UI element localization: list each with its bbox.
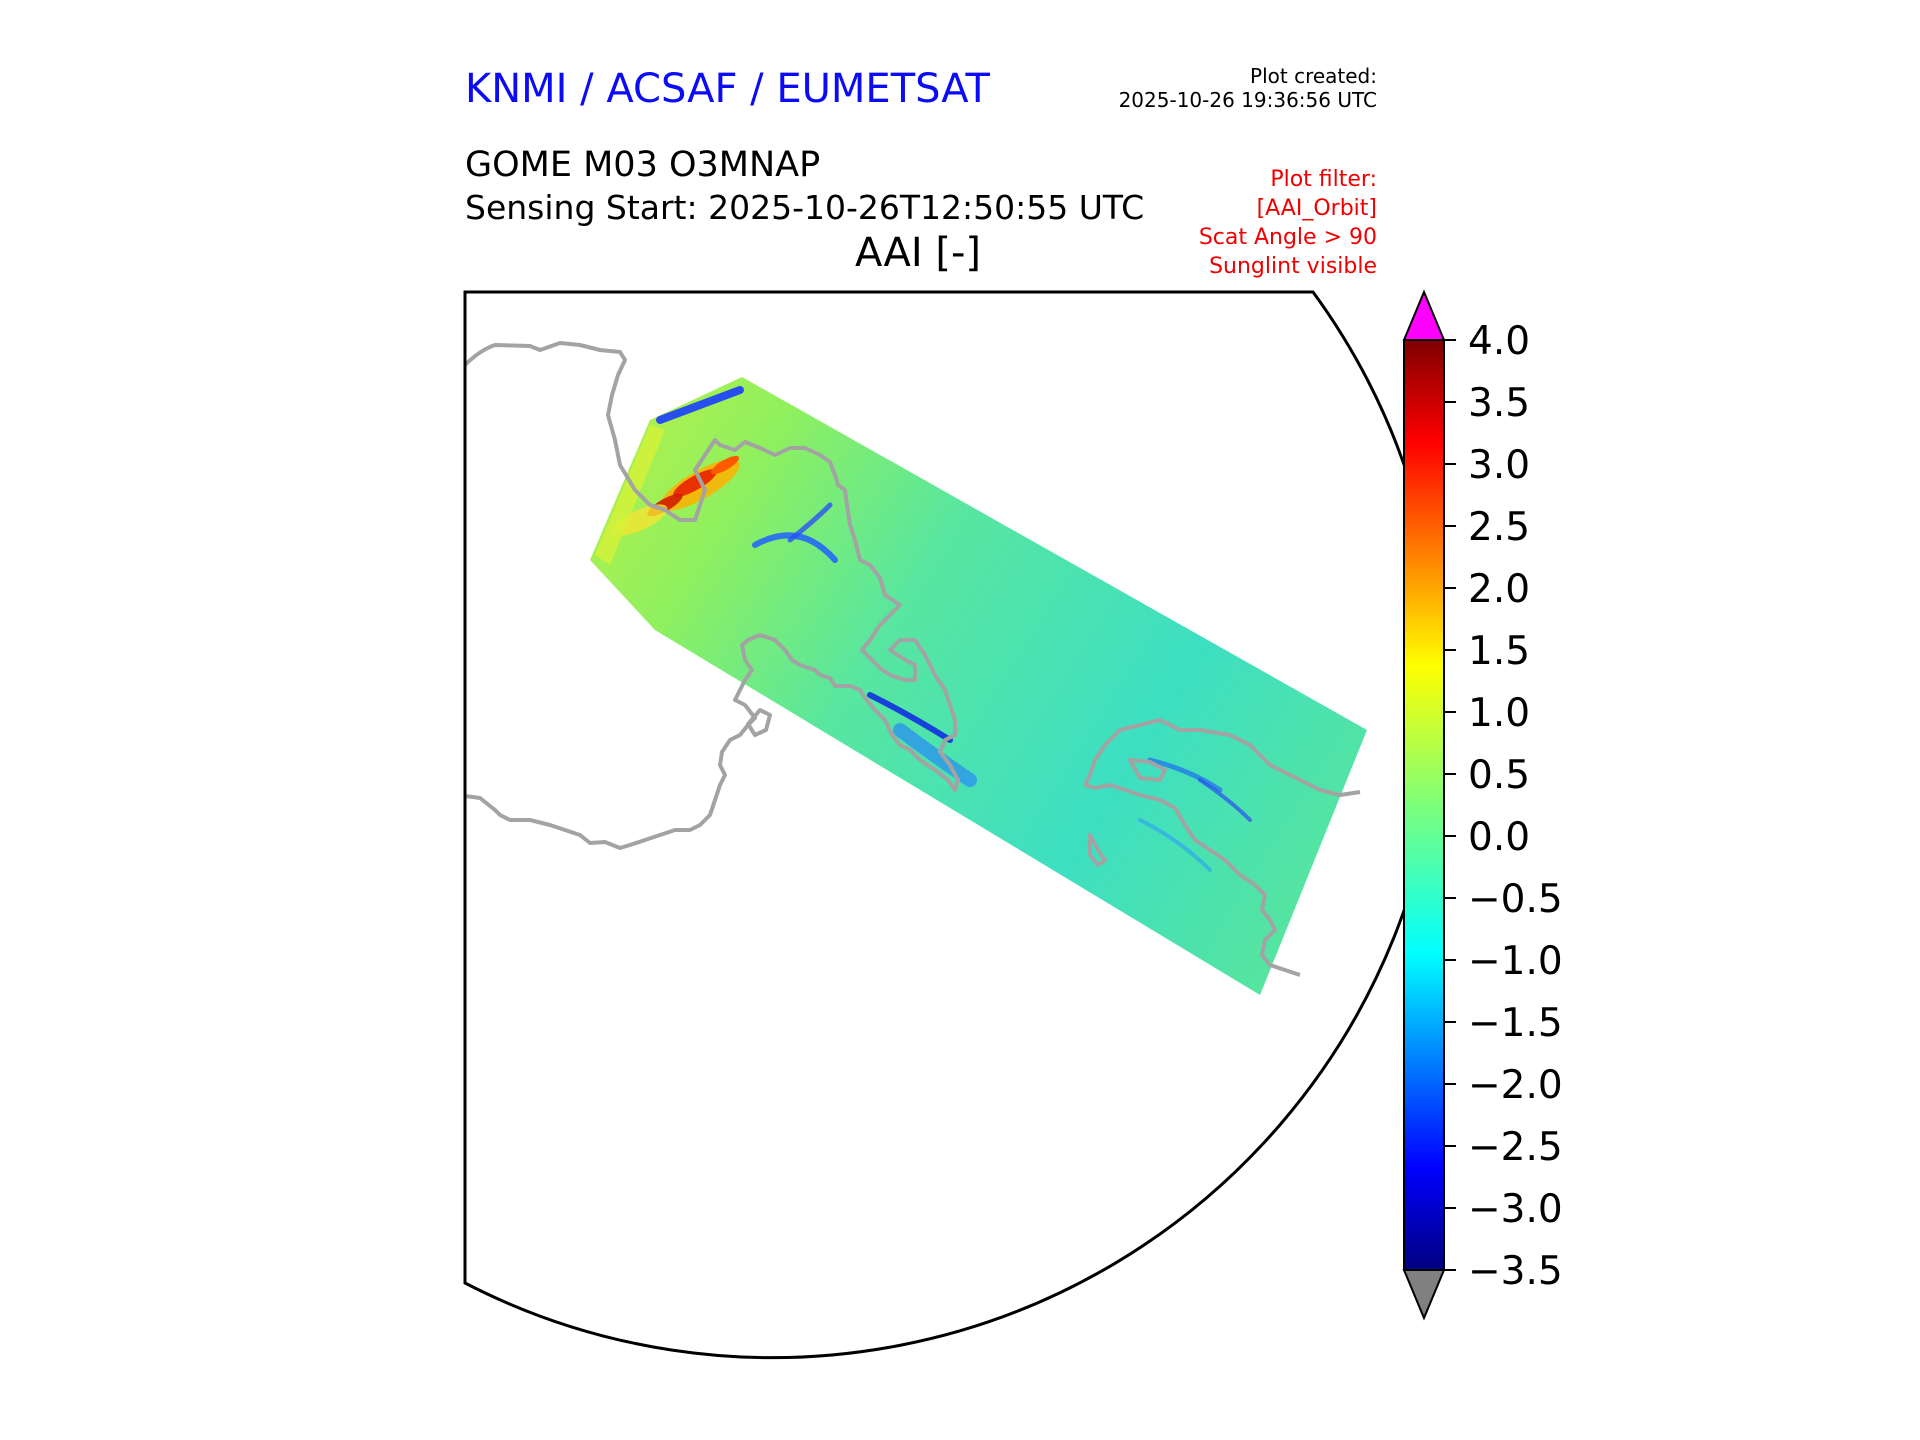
coastline [465, 341, 1361, 977]
colorbar-tick-label: 3.0 [1468, 443, 1530, 488]
low-aai-streaks [656, 386, 1252, 872]
colorbar-tick-label: 2.5 [1468, 505, 1530, 550]
created-timestamp: 2025-10-26 19:36:56 UTC [1118, 88, 1377, 112]
colorbar-tick-label: −3.0 [1468, 1187, 1563, 1232]
colorbar-tick-label: −1.0 [1468, 939, 1563, 984]
colorbar-tick-label: 1.5 [1468, 629, 1530, 674]
colorbar-tick-label: −3.5 [1468, 1249, 1563, 1294]
colorbar-tick-label: 0.5 [1468, 753, 1530, 798]
product-title: GOME M03 O3MNAP [465, 145, 821, 185]
filter-line: Sunglint visible [1209, 254, 1377, 279]
provider-title: KNMI / ACSAF / EUMETSAT [465, 66, 990, 112]
colorbar-tick-label: 3.5 [1468, 381, 1530, 426]
filter-line: Scat Angle > 90 [1198, 225, 1377, 250]
sensing-start: Sensing Start: 2025-10-26T12:50:55 UTC [465, 188, 1145, 227]
colorbar-tick-label: −1.5 [1468, 1001, 1563, 1046]
created-label: Plot created: [1250, 64, 1377, 88]
colorbar-tick-label: 0.0 [1468, 815, 1530, 860]
colorbar-gradient [1404, 340, 1444, 1270]
swath-edge-band [595, 425, 665, 565]
colorbar-tick-label: −2.0 [1468, 1063, 1563, 1108]
colorbar-tick-label: 4.0 [1468, 319, 1530, 364]
colorbar-over-triangle [1402, 289, 1446, 341]
colorbar-tick-label: 1.0 [1468, 691, 1530, 736]
colorbar-tick-label: −2.5 [1468, 1125, 1563, 1170]
colorbar-tick-label: −0.5 [1468, 877, 1563, 922]
high-aai-patch [612, 455, 740, 536]
quantity-title: AAI [-] [855, 230, 981, 276]
colorbar: 4.0 3.5 3.0 2.5 2.0 1.5 1.0 0.5 0.0 −0.5 −1.0 −1.5 −… [1402, 289, 1563, 1321]
filter-line: Plot filter: [1270, 167, 1377, 192]
map-area [465, 341, 1367, 995]
colorbar-tick-label: 2.0 [1468, 567, 1530, 612]
colorbar-under-triangle [1402, 1269, 1446, 1321]
filter-line: [AAI_Orbit] [1256, 196, 1377, 221]
